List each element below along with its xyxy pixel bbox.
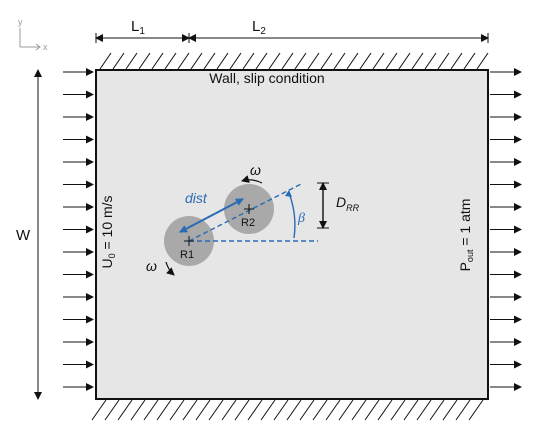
hatch-line [424, 52, 437, 70]
outlet-pressure-label: Pout = 1 atm [457, 199, 475, 272]
hatch-line [216, 52, 229, 70]
hatch-line [190, 52, 203, 70]
rotor-r1-rotation-arrow [165, 261, 175, 276]
dist-label: dist [185, 190, 208, 206]
hatch-line [338, 399, 354, 421]
hatch-line [398, 52, 411, 70]
dimension-l1-label: L1 [131, 18, 145, 37]
hatch-line [299, 399, 315, 421]
hatch-line [346, 52, 359, 70]
rotor-r1-center [184, 236, 194, 246]
hatch-line [138, 52, 151, 70]
hatch-line [437, 52, 450, 70]
axes-icon: y x [18, 17, 48, 52]
hatch-line [143, 399, 159, 421]
top-wall-hatching [99, 52, 489, 70]
outlet-flow-arrows [490, 68, 522, 391]
inlet-velocity-label: U0 = 10 m/s [99, 195, 117, 268]
hatch-line [164, 52, 177, 70]
hatch-line [385, 52, 398, 70]
hatch-line [359, 52, 372, 70]
hatch-line [463, 52, 476, 70]
inlet-flow-arrows [63, 68, 94, 391]
hatch-line [221, 399, 237, 421]
beta-label: β [297, 211, 305, 226]
wall-label: Wall, slip condition [209, 70, 324, 86]
dimension-l2-label: L2 [252, 18, 266, 37]
rotor-r1-omega-label: ω [146, 258, 157, 274]
hatch-line [234, 399, 250, 421]
hatch-line [156, 399, 172, 421]
hatch-line [242, 52, 255, 70]
hatch-line [286, 399, 302, 421]
hatch-line [151, 52, 164, 70]
rotor-r2-omega-label: ω [250, 162, 261, 178]
hatch-line [442, 399, 458, 421]
hatch-line [281, 52, 294, 70]
hatch-line [208, 399, 224, 421]
rotor-r2-center [244, 204, 254, 214]
hatch-line [307, 52, 320, 70]
rotor-spacing-dimension: DRR [317, 182, 360, 229]
hatch-line [416, 399, 432, 421]
dimension-w-label: W [16, 227, 31, 244]
rotor-center-line [188, 182, 304, 242]
hatch-line [476, 52, 489, 70]
hatch-line [403, 399, 419, 421]
hatch-line [99, 52, 112, 70]
hatch-line [130, 399, 146, 421]
hatch-line [273, 399, 289, 421]
width-dimension: W [16, 69, 42, 400]
hatch-line [325, 399, 341, 421]
dist-arrow [179, 198, 244, 233]
hatch-line [247, 399, 263, 421]
hatch-line [177, 52, 190, 70]
hatch-line [333, 52, 346, 70]
length-dimension: L1 L2 [95, 18, 489, 43]
hatch-line [169, 399, 185, 421]
axis-icon-x-label: x [43, 42, 48, 52]
hatch-line [268, 52, 281, 70]
hatch-line [203, 52, 216, 70]
hatch-line [312, 399, 328, 421]
hatch-line [195, 399, 211, 421]
hatch-line [255, 52, 268, 70]
flow-domain [95, 69, 489, 400]
hatch-line [411, 52, 424, 70]
hatch-line [372, 52, 385, 70]
hatch-line [104, 399, 120, 421]
hatch-line [429, 399, 445, 421]
hatch-line [125, 52, 138, 70]
hatch-line [468, 399, 484, 421]
hatch-line [351, 399, 367, 421]
hatch-line [229, 52, 242, 70]
rotor-r2-label: R2 [241, 217, 255, 229]
hatch-line [260, 399, 276, 421]
hatch-line [377, 399, 393, 421]
rotor-r1-label: R1 [180, 249, 194, 261]
hatch-line [182, 399, 198, 421]
hatch-line [117, 399, 133, 421]
hatch-line [320, 52, 333, 70]
bottom-wall-hatching [91, 399, 484, 421]
hatch-line [450, 52, 463, 70]
hatch-line [364, 399, 380, 421]
d-rr-label: DRR [336, 194, 360, 213]
rotor-r2-rotation-arrow [241, 175, 263, 184]
hatch-line [390, 399, 406, 421]
axis-icon-y-label: y [18, 17, 23, 27]
hatch-line [294, 52, 307, 70]
hatch-line [455, 399, 471, 421]
beta-arc-arrowhead [285, 190, 292, 197]
hatch-line [91, 399, 107, 421]
hatch-line [112, 52, 125, 70]
